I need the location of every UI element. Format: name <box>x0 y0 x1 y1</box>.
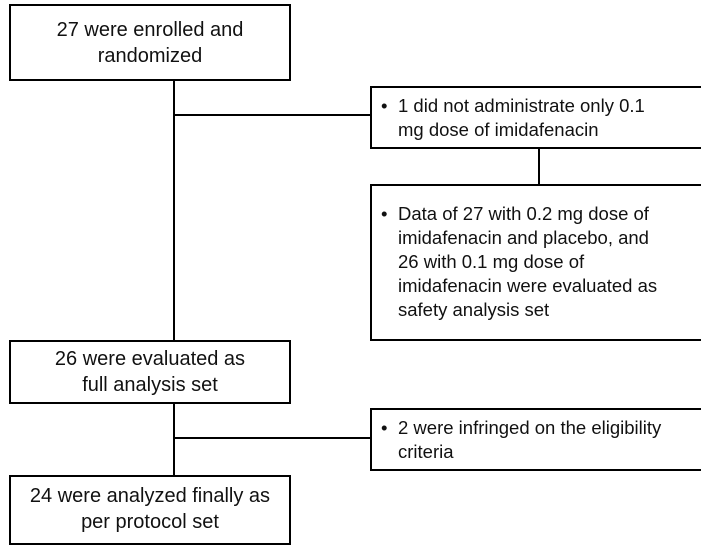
flow-box: 24 were analyzed finally as per protocol … <box>9 475 291 545</box>
bullet: • <box>381 417 388 438</box>
exclusion-box: • 1 did not administrate only 0.1 mg dose … <box>370 86 701 149</box>
connector <box>538 148 540 184</box>
box-text-line: 26 with 0.1 mg dose of <box>398 251 585 272</box>
box-text-line: 24 were analyzed finally as <box>29 485 271 507</box>
box-text-line: 27 were enrolled and <box>56 18 244 41</box>
connector <box>173 403 175 475</box>
box-text-line: 1 did not administrate only 0.1 <box>398 95 645 116</box>
box-text-line: safety analysis set <box>398 299 550 320</box>
flow-box: 26 were evaluated as full analysis set <box>9 340 291 404</box>
note-box: • Data of 27 with 0.2 mg dose of imidafena… <box>370 184 701 341</box>
box-text-line: imidafenacin were evaluated as <box>398 275 658 296</box>
box-text-line: Data of 27 with 0.2 mg dose of <box>398 203 649 224</box>
box-text-line: 26 were evaluated as <box>54 348 246 370</box>
exclusion-box: • 2 were infringed on the eligibility crit… <box>370 408 701 471</box>
box-text-line: per protocol set <box>81 511 219 533</box>
box-text-line: randomized <box>97 44 203 67</box>
connector <box>173 80 175 340</box>
bullet: • <box>381 203 388 224</box>
flow-box: 27 were enrolled and randomized <box>9 4 291 81</box>
bullet: • <box>381 95 388 116</box>
box-text-line: full analysis set <box>82 374 218 396</box>
connector <box>174 114 370 116</box>
box-text-line: mg dose of imidafenacin <box>398 119 599 140</box>
box-text-line: 2 were infringed on the eligibility <box>398 417 662 438</box>
box-text-line: criteria <box>398 441 454 462</box>
connector <box>174 437 370 439</box>
box-text-line: imidafenacin and placebo, and <box>398 227 649 248</box>
